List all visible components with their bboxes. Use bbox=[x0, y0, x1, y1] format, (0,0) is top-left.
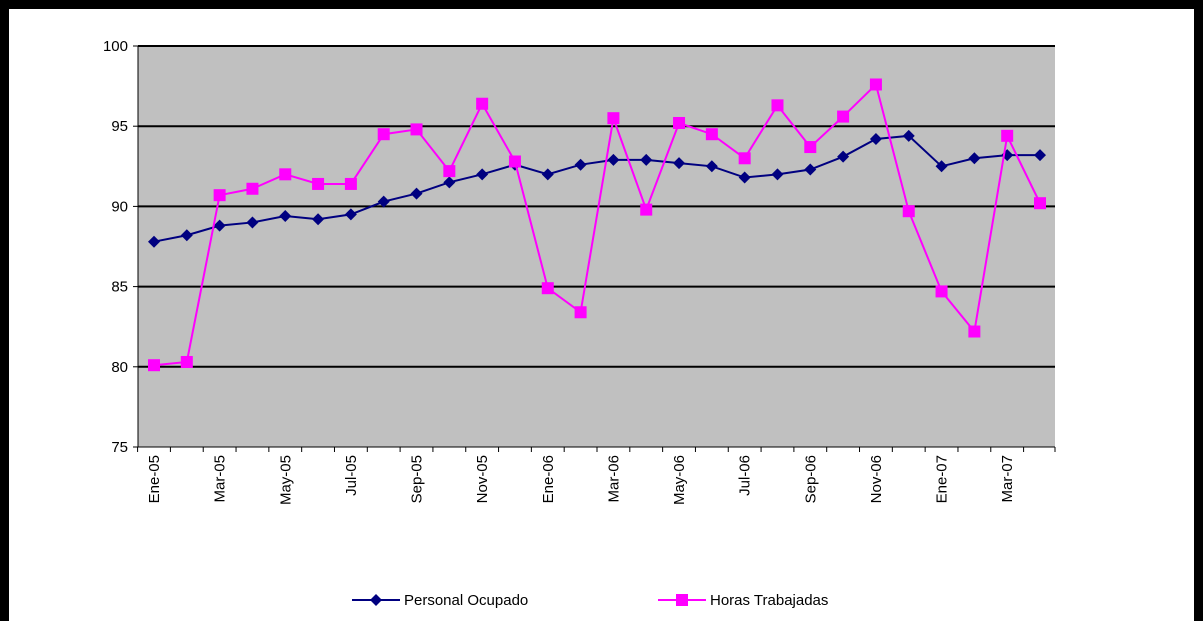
x-tick-label: Jul-05 bbox=[343, 455, 360, 496]
y-tick-label: 85 bbox=[111, 279, 128, 296]
data-point bbox=[837, 110, 850, 123]
data-point bbox=[935, 160, 948, 173]
data-point bbox=[935, 285, 948, 298]
x-tick-label: Ene-06 bbox=[540, 455, 557, 503]
data-point bbox=[476, 97, 489, 110]
x-tick-label: Ene-07 bbox=[934, 455, 951, 503]
data-point bbox=[771, 99, 784, 112]
data-point bbox=[1034, 149, 1046, 162]
data-point bbox=[902, 205, 915, 218]
data-point bbox=[1001, 129, 1014, 142]
data-point bbox=[673, 157, 686, 170]
y-tick-label: 90 bbox=[111, 198, 128, 215]
series-line bbox=[153, 134, 1040, 243]
data-point bbox=[640, 203, 653, 216]
data-point bbox=[705, 160, 718, 173]
x-tick-label: Mar-05 bbox=[212, 455, 229, 503]
data-point bbox=[902, 129, 915, 142]
data-point bbox=[377, 128, 390, 141]
data-point bbox=[312, 213, 325, 226]
data-point bbox=[246, 216, 259, 229]
data-point bbox=[312, 177, 325, 190]
legend-marker bbox=[676, 594, 688, 606]
data-point bbox=[180, 355, 193, 368]
data-point bbox=[837, 150, 850, 163]
data-point bbox=[968, 325, 981, 338]
data-point bbox=[279, 168, 292, 181]
x-tick-label: Ene-05 bbox=[146, 455, 163, 503]
data-point bbox=[607, 112, 620, 125]
data-point bbox=[443, 176, 456, 189]
x-tick-label: Sep-05 bbox=[409, 455, 426, 503]
x-tick-label: Nov-05 bbox=[474, 455, 491, 503]
data-point bbox=[869, 133, 882, 146]
data-point bbox=[771, 168, 784, 181]
x-tick-label: Sep-06 bbox=[802, 455, 819, 503]
legend-label: Personal Ocupado bbox=[404, 592, 528, 609]
data-point bbox=[344, 177, 357, 190]
data-point bbox=[148, 359, 160, 372]
data-point bbox=[673, 116, 686, 129]
data-point bbox=[213, 189, 226, 202]
series-line bbox=[153, 82, 1041, 367]
data-point bbox=[213, 219, 226, 232]
x-tick-label: May-06 bbox=[671, 455, 688, 505]
data-point bbox=[541, 282, 554, 295]
data-point bbox=[968, 152, 981, 165]
data-point bbox=[869, 78, 882, 91]
data-point bbox=[574, 158, 587, 171]
y-tick-label: 100 bbox=[103, 38, 128, 55]
y-tick-label: 95 bbox=[111, 118, 128, 135]
legend-marker bbox=[370, 594, 382, 606]
data-point bbox=[180, 229, 193, 242]
data-point bbox=[607, 153, 620, 166]
data-point bbox=[410, 187, 423, 200]
legend-label: Horas Trabajadas bbox=[710, 592, 828, 609]
data-point bbox=[476, 168, 489, 181]
plot-area bbox=[138, 46, 1055, 447]
data-point bbox=[410, 123, 423, 136]
data-point bbox=[246, 182, 259, 195]
x-tick-label: Mar-07 bbox=[999, 455, 1016, 503]
data-point bbox=[1034, 197, 1046, 210]
data-point bbox=[508, 155, 521, 168]
data-point bbox=[541, 168, 554, 181]
y-tick-label: 75 bbox=[111, 439, 128, 456]
data-point bbox=[804, 141, 817, 154]
data-point bbox=[738, 152, 751, 165]
data-point bbox=[148, 235, 160, 248]
data-point bbox=[377, 195, 390, 208]
data-point bbox=[344, 208, 357, 221]
data-point bbox=[640, 153, 653, 166]
data-point bbox=[443, 165, 456, 178]
x-tick-label: Mar-06 bbox=[605, 455, 622, 503]
data-point bbox=[738, 171, 751, 184]
x-tick-label: May-05 bbox=[277, 455, 294, 505]
data-point bbox=[279, 210, 292, 223]
x-tick-label: Jul-06 bbox=[737, 455, 754, 496]
data-point bbox=[804, 163, 817, 176]
x-tick-label: Nov-06 bbox=[868, 455, 885, 503]
data-point bbox=[705, 128, 718, 141]
data-point bbox=[574, 306, 587, 319]
y-tick-label: 80 bbox=[111, 359, 128, 376]
